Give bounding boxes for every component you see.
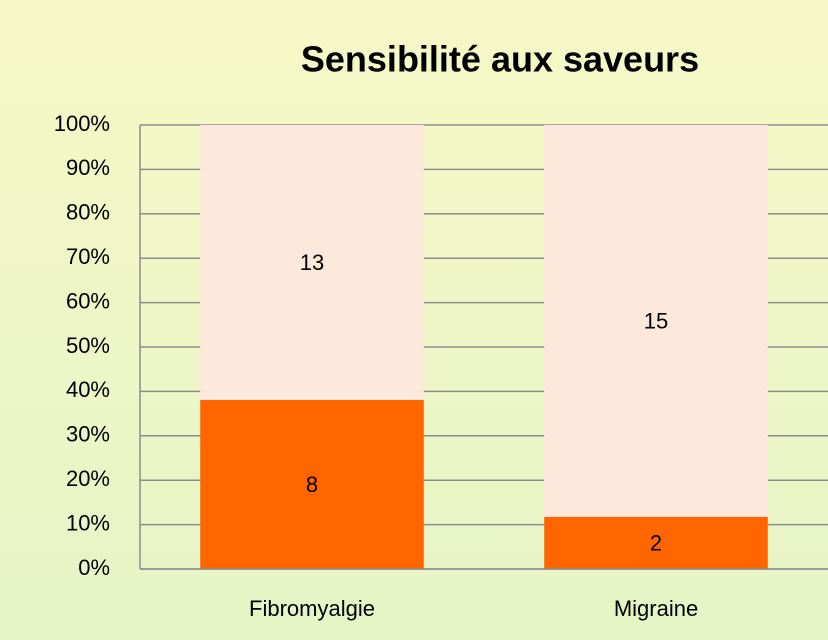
y-tick-label: 40% (66, 377, 110, 402)
x-tick-label: Fibromyalgie (249, 596, 375, 621)
y-tick-label: 10% (66, 510, 110, 535)
x-tick-label: Migraine (614, 596, 698, 621)
data-label: 15 (644, 309, 668, 334)
y-tick-label: 80% (66, 200, 110, 225)
chart-title: Sensibilité aux saveurs (301, 39, 699, 80)
data-label: 2 (650, 531, 662, 556)
y-tick-label: 60% (66, 288, 110, 313)
y-tick-label: 20% (66, 466, 110, 491)
y-tick-label: 70% (66, 244, 110, 269)
y-tick-label: 100% (54, 111, 110, 136)
y-tick-label: 0% (78, 555, 110, 580)
y-tick-label: 30% (66, 422, 110, 447)
data-label: 13 (300, 250, 324, 275)
bar-segment (544, 516, 768, 569)
bar-segment (200, 125, 424, 400)
data-label: 8 (306, 472, 318, 497)
y-tick-label: 90% (66, 155, 110, 180)
y-tick-label: 50% (66, 333, 110, 358)
bar-segment (200, 399, 424, 569)
bar-segment (544, 125, 768, 517)
